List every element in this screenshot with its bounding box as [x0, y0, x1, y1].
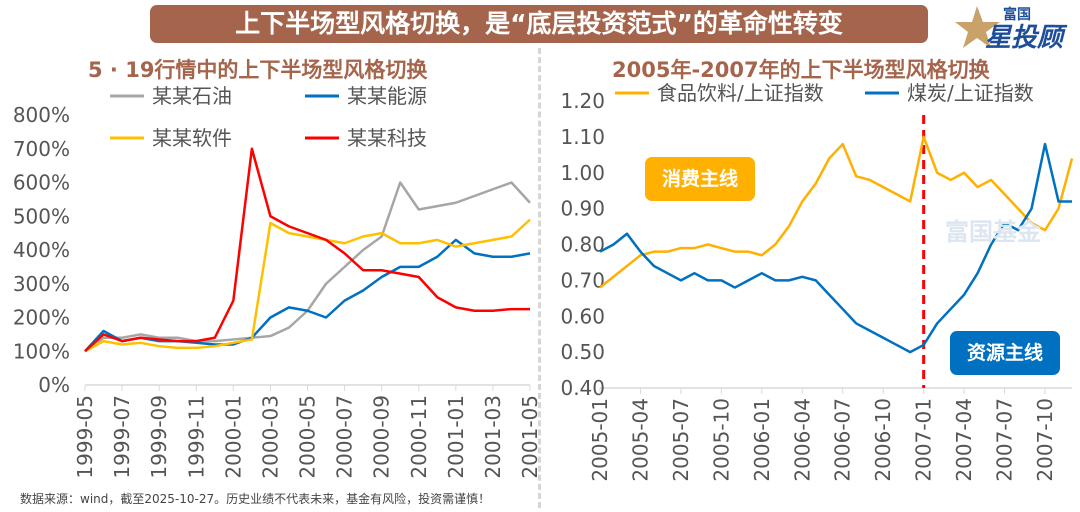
x-tick-label: 2007-07 [993, 398, 1017, 482]
y-tick-label: 100% [13, 339, 70, 363]
divider [538, 48, 541, 508]
x-tick-label: 2006-07 [831, 398, 855, 482]
y-tick-label: 0.80 [560, 233, 605, 257]
x-tick-label: 2000-05 [296, 395, 320, 479]
annotation-resources: 资源主线 [950, 331, 1060, 375]
legend-label: 煤炭/上证指数 [907, 81, 1034, 105]
y-tick-label: 0.70 [560, 268, 605, 292]
x-tick-label: 2005-07 [669, 398, 693, 482]
y-tick-label: 1.20 [560, 89, 605, 113]
y-tick-label: 1.10 [560, 125, 605, 149]
footnote: 数据来源：wind，截至2025-10-27。历史业绩不代表未来，基金有风险，投… [20, 492, 491, 506]
x-tick-label: 1999-05 [73, 395, 97, 479]
x-tick-label: 2006-01 [750, 398, 774, 482]
x-tick-label: 2000-11 [407, 395, 431, 479]
y-tick-label: 0.50 [560, 340, 605, 364]
legend-label: 某某石油 [152, 84, 232, 108]
series-line-3 [84, 147, 530, 353]
x-tick-label: 2007-10 [1033, 398, 1057, 482]
y-tick-label: 800% [13, 103, 70, 127]
x-tick-label: 2000-03 [258, 395, 282, 479]
brand-logo: 富国 星投顾 [955, 2, 1075, 50]
y-tick-label: 0.90 [560, 197, 605, 221]
y-tick-label: 0% [38, 373, 70, 397]
x-tick-label: 2007-04 [952, 398, 976, 482]
series-line-1 [599, 142, 1072, 354]
x-tick-label: 1999-11 [184, 395, 208, 479]
logo-main-text: 星投顾 [985, 23, 1068, 50]
legend-label: 食品饮料/上证指数 [657, 81, 824, 105]
y-tick-label: 400% [13, 238, 70, 262]
annotation-consumption: 消费主线 [645, 157, 755, 201]
x-tick-label: 2006-04 [790, 398, 814, 482]
y-tick-label: 700% [13, 137, 70, 161]
x-tick-label: 2000-07 [333, 395, 357, 479]
x-tick-label: 2001-05 [518, 395, 542, 479]
y-tick-label: 0.60 [560, 304, 605, 328]
x-tick-label: 2000-09 [370, 395, 394, 479]
left-chart-title: 5 · 19行情中的上下半场型风格切换 [88, 58, 428, 82]
y-tick-label: 300% [13, 272, 70, 296]
series-line-0 [84, 181, 531, 353]
y-tick-label: 600% [13, 171, 70, 195]
x-tick-label: 2007-01 [912, 398, 936, 482]
series-line-1 [84, 238, 531, 353]
x-tick-label: 1999-07 [110, 395, 134, 479]
legend-label: 某某软件 [152, 126, 232, 150]
legend-label: 某某能源 [347, 84, 427, 108]
x-tick-label: 2001-01 [444, 395, 468, 479]
x-tick-label: 2005-10 [709, 398, 733, 482]
x-tick-label: 1999-09 [147, 395, 171, 479]
y-tick-label: 0.40 [560, 376, 605, 400]
y-tick-label: 1.00 [560, 161, 605, 185]
x-tick-label: 2005-01 [588, 398, 612, 482]
x-tick-label: 2005-04 [628, 398, 652, 482]
x-tick-label: 2006-10 [871, 398, 895, 482]
watermark: 富国基金 [945, 218, 1041, 246]
legend-label: 某某科技 [347, 126, 427, 150]
logo-top-text: 富国 [1003, 6, 1031, 23]
right-chart-title: 2005年-2007年的上下半场型风格切换 [612, 58, 990, 82]
y-tick-label: 500% [13, 204, 70, 228]
y-tick-label: 200% [13, 306, 70, 330]
x-tick-label: 2000-01 [221, 395, 245, 479]
star-logo-icon: 富国 星投顾 [955, 6, 1068, 50]
x-tick-label: 2001-03 [481, 395, 505, 479]
page-banner-title: 上下半场型风格切换，是“底层投资范式”的革命性转变 [150, 5, 928, 43]
series-line-0 [599, 135, 1074, 289]
series-line-2 [84, 218, 531, 353]
